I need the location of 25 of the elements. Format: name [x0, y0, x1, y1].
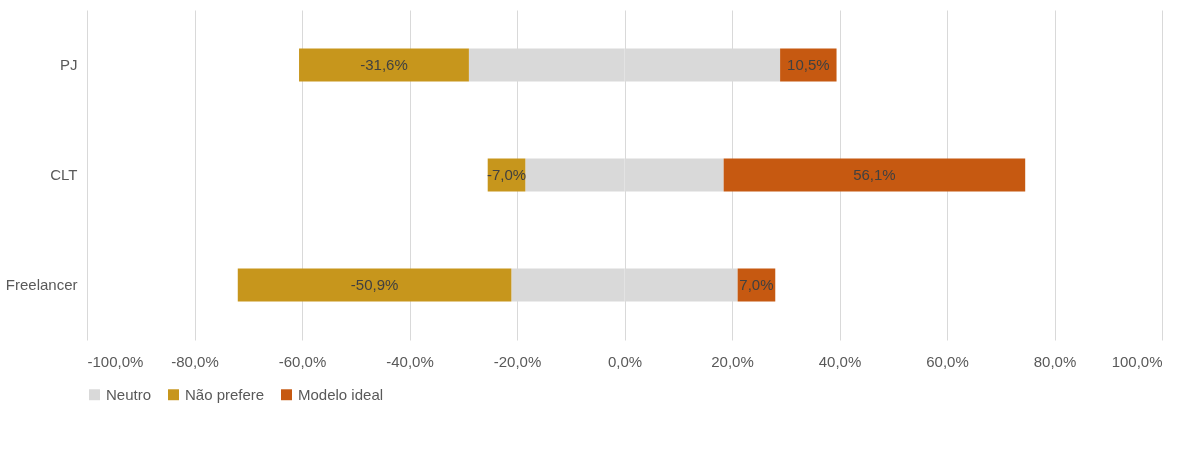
- y-tick-label: CLT: [50, 166, 78, 183]
- x-tick-label: -20,0%: [493, 352, 542, 370]
- x-tick-label: 20,0%: [711, 352, 754, 370]
- y-tick-label: Freelancer: [5, 276, 78, 293]
- x-tick-label: -40,0%: [386, 352, 434, 370]
- legend-label: Modelo ideal: [298, 385, 384, 403]
- x-tick-label: 0,0%: [607, 352, 643, 370]
- x-tick-label: 80,0%: [1033, 352, 1077, 370]
- data-label: -31,6%: [360, 56, 408, 73]
- x-tick-label: -100,0%: [87, 352, 144, 370]
- x-tick-label: 40,0%: [818, 352, 862, 370]
- bar: [299, 48, 469, 82]
- legend-label: Neutro: [106, 385, 152, 403]
- data-label: 56,1%: [853, 166, 896, 183]
- x-tick-label: 60,0%: [926, 352, 969, 370]
- legend-label: Não prefere: [185, 385, 265, 403]
- data-label: 10,5%: [787, 56, 830, 73]
- data-label: -50,9%: [350, 276, 399, 293]
- x-tick-label: 100,0%: [1111, 352, 1163, 370]
- x-tick-label: -80,0%: [171, 352, 219, 370]
- x-tick-label: -60,0%: [278, 352, 327, 370]
- data-label: 7,0%: [739, 276, 774, 293]
- bar: [237, 268, 512, 302]
- y-tick-label: PJ: [59, 56, 78, 73]
- bar: [723, 158, 1026, 192]
